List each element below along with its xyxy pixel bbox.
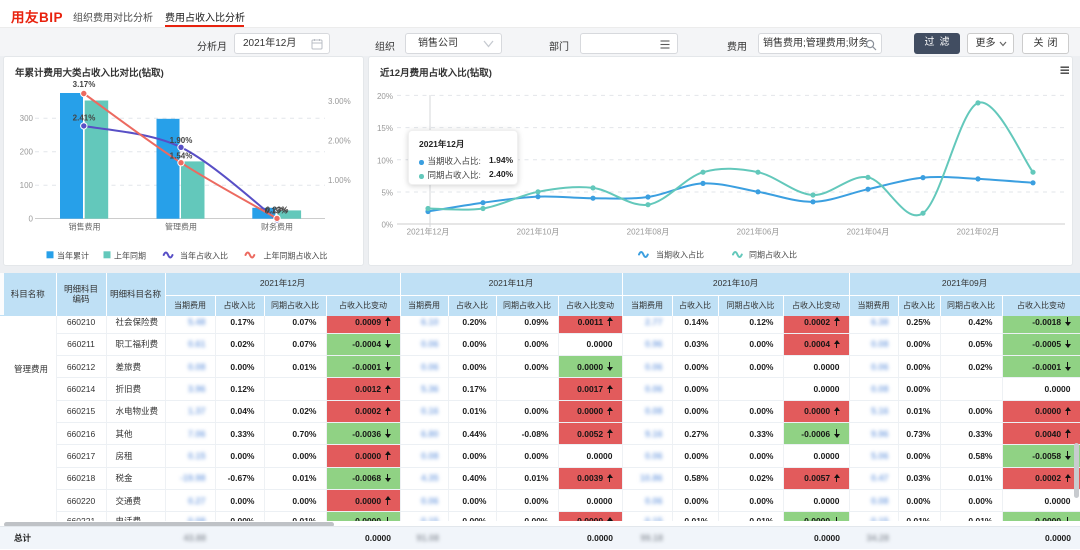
svg-text:10%: 10%	[377, 156, 393, 165]
svg-text:上年同期占收入比: 上年同期占收入比	[264, 250, 328, 260]
svg-text:3.17%: 3.17%	[73, 80, 96, 89]
svg-text:同期占收入比: 同期占收入比	[749, 250, 797, 260]
svg-text:财务费用: 财务费用	[261, 222, 293, 232]
svg-text:上年同期: 上年同期	[114, 250, 146, 260]
svg-text:1.54%: 1.54%	[170, 152, 193, 161]
svg-text:2.00%: 2.00%	[328, 137, 351, 146]
svg-text:3.00%: 3.00%	[328, 97, 351, 106]
svg-text:2021年10月: 2021年10月	[517, 227, 560, 237]
svg-text:当年累计: 当年累计	[57, 250, 89, 260]
svg-text:0.23%: 0.23%	[266, 206, 289, 215]
svg-text:2021年04月: 2021年04月	[847, 227, 890, 237]
svg-text:200: 200	[20, 148, 34, 157]
svg-text:当年占收入比: 当年占收入比	[180, 250, 228, 260]
svg-text:2021年08月: 2021年08月	[627, 227, 670, 237]
svg-text:15%: 15%	[377, 124, 393, 133]
svg-text:20%: 20%	[377, 92, 393, 101]
svg-text:300: 300	[20, 114, 34, 123]
svg-text:2021年12月: 2021年12月	[407, 227, 450, 237]
svg-text:1.00%: 1.00%	[328, 176, 351, 185]
svg-text:2.41%: 2.41%	[73, 113, 96, 122]
svg-text:0: 0	[29, 215, 34, 224]
svg-text:2021年02月: 2021年02月	[957, 227, 1000, 237]
svg-text:销售费用: 销售费用	[69, 222, 101, 232]
svg-text:0%: 0%	[381, 221, 393, 230]
svg-text:2021年06月: 2021年06月	[737, 227, 780, 237]
svg-text:5%: 5%	[381, 189, 393, 198]
svg-text:100: 100	[20, 181, 34, 190]
svg-text:1.90%: 1.90%	[170, 136, 193, 145]
svg-text:管理费用: 管理费用	[165, 222, 197, 232]
svg-text:0.15%: 0.15%	[265, 207, 288, 216]
svg-text:当期收入占比: 当期收入占比	[656, 250, 704, 260]
